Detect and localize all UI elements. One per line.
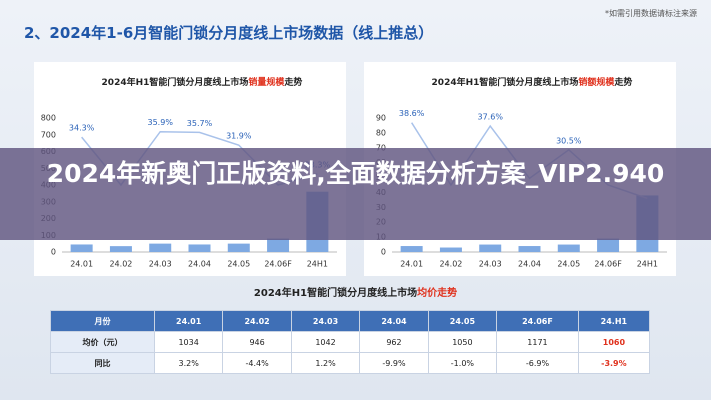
x-tick-label: 24.04 — [518, 260, 541, 269]
cell: 962 — [359, 331, 429, 353]
cell: 1171 — [496, 331, 579, 353]
cell: -3.9% — [577, 352, 651, 374]
bar — [439, 247, 462, 252]
cell: -1.0% — [427, 352, 498, 374]
overlay-banner: 2024年新奥门正版资料,全面数据分析方案_VIP2.940 — [0, 148, 711, 240]
x-tick-label: 24.06F — [264, 260, 292, 269]
x-tick-label: 24.03 — [149, 260, 172, 269]
cell: 同比 — [50, 352, 155, 374]
y-tick-label: 700 — [41, 130, 56, 139]
header-cell: 24.06F — [496, 310, 579, 332]
y-tick-label: 0 — [51, 248, 56, 257]
header-cell: 24.H1 — [577, 310, 651, 332]
header-cell: 24.01 — [153, 310, 224, 332]
table-row: 同比 3.2% -4.4% 1.2% -9.9% -1.0% -6.9% -3.9% — [50, 352, 651, 374]
cell: 1042 — [290, 331, 361, 353]
data-label: 37.6% — [478, 113, 504, 122]
x-tick-label: 24.06F — [594, 260, 622, 269]
x-tick-label: 24.05 — [227, 260, 250, 269]
header-cell: 24.03 — [290, 310, 361, 332]
cell: 1.2% — [290, 352, 361, 374]
data-label: 38.6% — [399, 109, 425, 118]
chart-title-part: 销量规模 — [248, 76, 285, 88]
x-tick-label: 24.01 — [400, 260, 423, 269]
chart-title-part: 2024年H1智能门锁分月度线上市场 — [102, 76, 249, 88]
chart-title-part: 2024年H1智能门锁分月度线上市场 — [432, 76, 579, 88]
bar — [597, 238, 620, 252]
table-title-highlight: 均价走势 — [417, 288, 458, 299]
table-title-text: 2024年H1智能门锁分月度线上市场 — [253, 288, 418, 299]
cell: 1034 — [153, 331, 224, 353]
table-row: 均价（元） 1034 946 1042 962 1050 1171 1060 — [50, 331, 651, 353]
header-cell: 24.04 — [359, 310, 429, 332]
chart-title: 2024年H1智能门锁分月度线上市场销额规模走势 — [432, 76, 633, 88]
y-tick-label: 70 — [376, 143, 386, 152]
x-tick-label: 24H1 — [307, 260, 328, 269]
cell: -4.4% — [222, 352, 292, 374]
table-row: 月份 24.01 24.02 24.03 24.04 24.05 24.06F 24.H1 — [50, 310, 651, 332]
bar — [149, 243, 172, 252]
data-label: 35.7% — [187, 119, 213, 128]
x-tick-label: 24.02 — [109, 260, 132, 269]
data-label: 34.3% — [69, 124, 95, 133]
header-cell: 月份 — [50, 310, 155, 332]
data-label: 35.9% — [148, 118, 174, 127]
bar — [557, 244, 580, 252]
source-note: *如需引用数据请标注来源 — [605, 9, 697, 18]
cell: -6.9% — [496, 352, 579, 374]
header-cell: 24.02 — [222, 310, 292, 332]
chart-title-part: 走势 — [283, 76, 302, 88]
x-tick-label: 24.02 — [439, 260, 462, 269]
cell: 1050 — [427, 331, 498, 353]
bar — [227, 243, 250, 252]
bar — [518, 246, 541, 252]
bar — [188, 244, 211, 252]
data-label: 30.5% — [556, 136, 582, 145]
y-tick-label: 90 — [376, 114, 386, 123]
x-tick-label: 24.03 — [479, 260, 502, 269]
x-tick-label: 24.05 — [557, 260, 580, 269]
cell: 均价（元） — [50, 331, 155, 353]
bar — [400, 246, 423, 252]
bar — [267, 238, 290, 252]
cell: 946 — [222, 331, 292, 353]
data-label: 31.9% — [226, 132, 252, 141]
chart-title: 2024年H1智能门锁分月度线上市场销量规模走势 — [102, 76, 303, 88]
y-tick-label: 0 — [381, 248, 386, 257]
chart-title-part: 走势 — [613, 76, 632, 88]
header-cell: 24.05 — [427, 310, 498, 332]
chart-title-part: 销额规模 — [578, 76, 615, 88]
x-tick-label: 24.01 — [70, 260, 93, 269]
bar — [479, 244, 502, 252]
y-tick-label: 800 — [41, 114, 56, 123]
x-tick-label: 24.04 — [188, 260, 211, 269]
bar — [70, 244, 93, 252]
bar — [109, 246, 132, 252]
table-title: 2024年H1智能门锁分月度线上市场均价走势 — [0, 284, 711, 299]
cell: 1060 — [577, 331, 651, 353]
cell: 3.2% — [153, 352, 224, 374]
cell: -9.9% — [359, 352, 429, 374]
y-tick-label: 80 — [376, 128, 386, 137]
slide-title: 2、2024年1-6月智能门锁分月度线上市场数据（线上推总） — [24, 24, 434, 42]
x-tick-label: 24H1 — [637, 260, 658, 269]
price-table: 月份 24.01 24.02 24.03 24.04 24.05 24.06F 24.H1 均价… — [50, 310, 651, 374]
